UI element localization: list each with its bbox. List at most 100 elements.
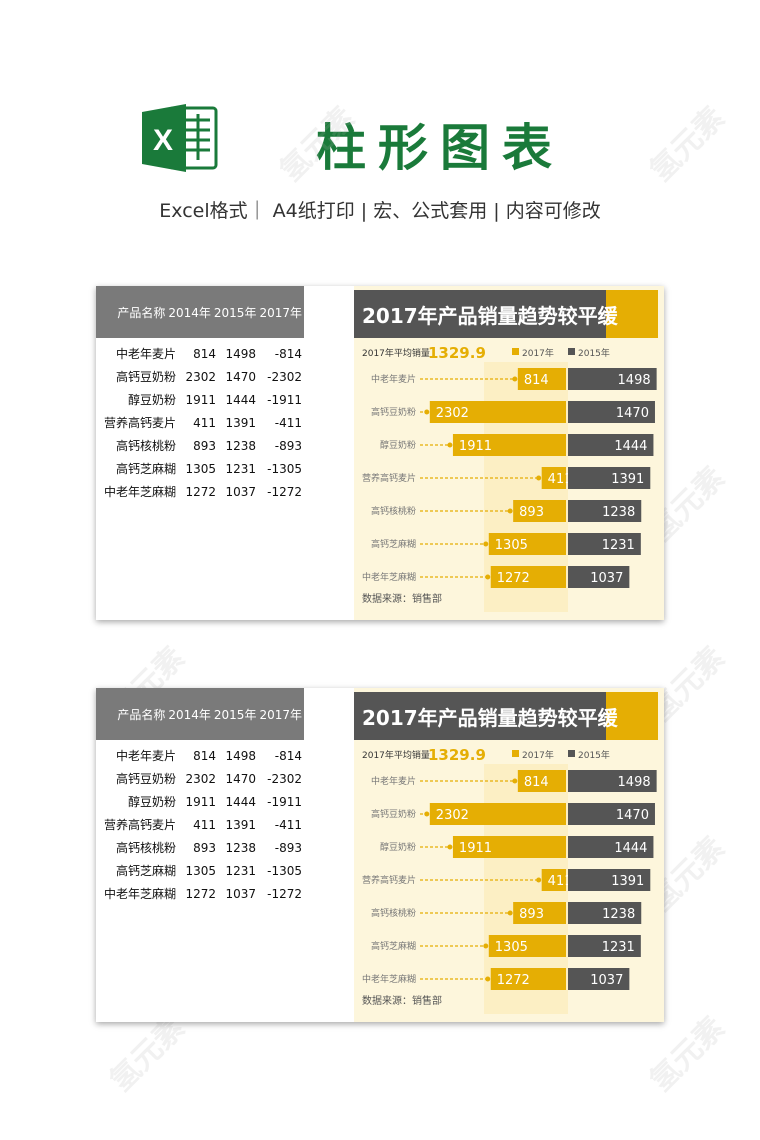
category-label: 醇豆奶粉 — [380, 439, 416, 451]
data-label-2017: 893 — [519, 505, 544, 520]
leader-dot — [483, 541, 489, 547]
source-note: 数据来源：销售部 — [362, 592, 442, 605]
value-cell: 893 — [193, 438, 216, 453]
data-label-2017: 411 — [548, 472, 573, 487]
category-label: 醇豆奶粉 — [380, 841, 416, 853]
value-cell: -1305 — [267, 863, 302, 878]
page-title: 柱形图表 — [316, 119, 564, 177]
bar-chart-1: 2017年产品销量趋势较平缓 2017年平均销量 1329.9 2017年 2015年中… — [354, 286, 664, 620]
product-cell: 营养高钙麦片 — [103, 818, 176, 832]
value-cell: 1911 — [185, 794, 216, 809]
product-cell: 醇豆奶粉 — [127, 795, 176, 809]
chart-title-bar — [354, 290, 606, 338]
product-cell: 中老年麦片 — [115, 347, 176, 361]
product-cell: 营养高钙麦片 — [103, 416, 176, 430]
data-label-2017: 411 — [548, 874, 573, 889]
leader-dot — [447, 844, 453, 850]
product-cell: 中老年芝麻糊 — [103, 485, 176, 499]
bar-2015 — [568, 368, 657, 390]
leader-dot — [507, 508, 513, 514]
bar-2017 — [517, 368, 566, 390]
table-row: 高钙核桃粉 893 1238 -893 — [96, 836, 304, 859]
value-cell: 1911 — [185, 392, 216, 407]
chart-title: 2017年产品销量趋势较平缓 — [362, 706, 619, 730]
table-row: 高钙核桃粉 893 1238 -893 — [96, 434, 304, 457]
legend-swatch-2017 — [512, 750, 519, 757]
data-label-2017: 1305 — [495, 940, 528, 955]
product-cell: 高钙核桃粉 — [115, 841, 176, 855]
bar-2015 — [568, 803, 655, 825]
category-label: 营养高钙麦片 — [362, 874, 416, 886]
data-table: 产品名称 2014年 2015年 2017年 中老年麦片 814 1498 -814 … — [96, 688, 304, 1022]
table-row: 中老年芝麻糊 1272 1037 -1272 — [96, 480, 304, 503]
data-label-2015: 1231 — [602, 940, 635, 955]
data-label-2015: 1037 — [590, 571, 623, 586]
bar-2015 — [568, 566, 630, 588]
value-cell: 1498 — [225, 748, 256, 763]
value-cell: -1911 — [267, 392, 302, 407]
legend-swatch-2015 — [568, 348, 575, 355]
value-cell: 893 — [193, 840, 216, 855]
legend-label: 2015年 — [578, 347, 610, 359]
header-cell: 产品名称 — [117, 707, 166, 722]
chart-title: 2017年产品销量趋势较平缓 — [362, 304, 619, 328]
value-cell: 1305 — [185, 863, 216, 878]
legend-label: 2015年 — [578, 749, 610, 761]
leader-dot — [507, 910, 513, 916]
value-cell: 814 — [193, 748, 216, 763]
data-label-2015: 1470 — [616, 808, 649, 823]
table-row: 醇豆奶粉 1911 1444 -1911 — [96, 790, 304, 813]
data-label-2015: 1231 — [602, 538, 635, 553]
average-label: 2017年平均销量 — [362, 749, 430, 761]
legend-label: 2017年 — [522, 347, 554, 359]
average-value: 1329.9 — [428, 344, 486, 362]
category-label: 中老年麦片 — [371, 373, 416, 385]
data-label-2015: 1391 — [611, 472, 644, 487]
product-cell: 高钙芝麻糊 — [115, 462, 176, 476]
value-cell: -893 — [274, 840, 302, 855]
leader-dot — [512, 376, 518, 382]
product-cell: 高钙核桃粉 — [115, 439, 176, 453]
data-label-2017: 1272 — [497, 571, 530, 586]
data-label-2015: 1498 — [618, 775, 651, 790]
leader-dot — [536, 877, 542, 883]
data-label-2017: 1911 — [459, 841, 492, 856]
value-cell: 1470 — [225, 771, 256, 786]
source-note: 数据来源：销售部 — [362, 994, 442, 1007]
value-cell: 1037 — [225, 484, 256, 499]
category-label: 高钙豆奶粉 — [371, 406, 416, 418]
leader-dot — [485, 574, 491, 580]
bar-2015 — [568, 467, 651, 489]
table-header: 产品名称 2014年 2015年 2017年 — [96, 286, 304, 338]
value-cell: -411 — [274, 415, 302, 430]
value-cell: 814 — [193, 346, 216, 361]
product-cell: 高钙芝麻糊 — [115, 864, 176, 878]
value-cell: -2302 — [267, 771, 302, 786]
value-cell: -814 — [274, 748, 302, 763]
value-cell: 411 — [193, 817, 216, 832]
product-cell: 高钙豆奶粉 — [115, 370, 176, 384]
table-row: 高钙豆奶粉 2302 1470 -2302 — [96, 365, 304, 388]
bar-2015 — [568, 836, 654, 858]
value-cell: 2302 — [185, 771, 216, 786]
header-cell: 2017年 — [259, 707, 302, 722]
chart-title-accent — [606, 290, 658, 338]
value-cell: 1231 — [225, 461, 256, 476]
data-label-2017: 1272 — [497, 973, 530, 988]
table-row: 高钙豆奶粉 2302 1470 -2302 — [96, 767, 304, 790]
table-row: 中老年麦片 814 1498 -814 — [96, 744, 304, 767]
product-cell: 中老年麦片 — [115, 749, 176, 763]
value-cell: 1391 — [225, 817, 256, 832]
table-row: 营养高钙麦片 411 1391 -411 — [96, 411, 304, 434]
table-header: 产品名称 2014年 2015年 2017年 — [96, 688, 304, 740]
value-cell: 1391 — [225, 415, 256, 430]
value-cell: -1911 — [267, 794, 302, 809]
bar-2017 — [490, 566, 566, 588]
value-cell: -893 — [274, 438, 302, 453]
bar-2017 — [488, 533, 566, 555]
value-cell: 2302 — [185, 369, 216, 384]
table-row: 营养高钙麦片 411 1391 -411 — [96, 813, 304, 836]
data-label-2017: 2302 — [436, 406, 469, 421]
page-subtitle: Excel格式｜ A4纸打印 | 宏、公式套用 | 内容可修改 — [159, 200, 601, 222]
